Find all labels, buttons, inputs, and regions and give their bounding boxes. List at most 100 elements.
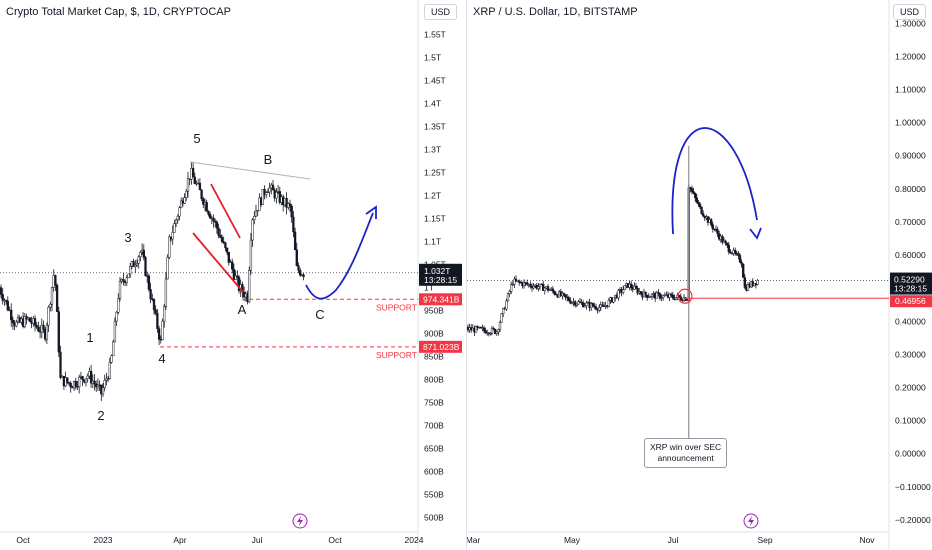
wave-label-3: 3 [124, 230, 131, 245]
right-candle-body [548, 289, 551, 291]
right-candle-body [612, 297, 615, 303]
left-candle-body [212, 217, 215, 222]
right-candle-body [575, 303, 578, 306]
right-chart-panel[interactable]: 1.30000 1.20000 1.10000 1.00000 0.90000 0.800… [466, 0, 932, 550]
right-candle-body [594, 306, 598, 310]
left-candle-body [129, 265, 132, 275]
right-candle-body [532, 286, 535, 289]
note-line-1: XRP win over SEC [650, 442, 722, 452]
wave-label-b: B [264, 152, 273, 167]
right-candle-body [668, 293, 671, 298]
left-candle-body [127, 273, 130, 278]
left-candle-body [10, 309, 13, 321]
left-candle-body [285, 197, 288, 208]
left-candle-body [47, 306, 50, 326]
right-candle-body [500, 313, 503, 323]
left-candle-body [122, 279, 125, 282]
left-tag-spacer [419, 247, 462, 259]
right-candle-body [577, 301, 580, 305]
left-candle-body [163, 306, 166, 322]
right-candle-body [529, 283, 532, 287]
left-y-tick-label: 800B [424, 375, 444, 385]
right-x-tick-label: Nov [859, 535, 875, 545]
right-y-tick-label: 0.70000 [895, 217, 926, 227]
right-candle-body [567, 297, 570, 301]
left-candle-body [178, 207, 181, 217]
right-candle-body [583, 305, 586, 308]
right-candle-body [490, 327, 494, 334]
right-candle-body [543, 287, 546, 291]
right-candle-body [679, 296, 682, 300]
right-candle-body [716, 229, 719, 235]
left-candle-body [45, 324, 49, 340]
right-candle-body [482, 327, 486, 331]
level-tag [890, 295, 932, 308]
left-x-tick-label: Oct [16, 535, 30, 545]
right-last-price-label: 0.52290 [894, 275, 925, 285]
left-candle-body [271, 184, 275, 191]
right-candle-body [743, 277, 746, 288]
right-candle-body [646, 294, 649, 298]
right-candle-body [650, 293, 654, 297]
left-candle-body [33, 318, 37, 326]
support-1-tag [419, 293, 462, 306]
right-candle-body [591, 303, 594, 307]
left-candle-body [139, 251, 142, 258]
left-candle-body [78, 376, 81, 388]
right-x-tick-label: Sep [757, 535, 772, 545]
left-candle-body [23, 316, 26, 327]
left-candle-body [117, 298, 120, 313]
right-candle-body [670, 293, 673, 296]
right-candle-body [502, 307, 505, 315]
left-candle-body [302, 274, 305, 278]
left-candle-body [37, 326, 40, 332]
left-y-tick-label: 1.15T [424, 214, 446, 224]
left-candle-body [35, 325, 38, 328]
left-candle-body [297, 265, 300, 271]
right-currency-button[interactable]: USD [893, 4, 927, 20]
left-candle-body [200, 189, 203, 199]
left-y-tick-label: 1.2T [424, 191, 441, 201]
left-y-tick-label: 500B [424, 513, 444, 523]
reversal-arc [671, 127, 758, 235]
left-chart-canvas[interactable]: 1.55T 1.5T 1.45T 1.4T 1.35T 1.3T 1.25T 1.2T 1.15… [0, 0, 466, 550]
left-candle-body [214, 220, 217, 223]
left-candle-body [4, 299, 8, 302]
left-candle-body [225, 247, 229, 253]
left-candle-body [74, 380, 77, 387]
right-candle-body [574, 301, 577, 306]
left-candle-body [132, 261, 135, 267]
right-candle-body [526, 282, 529, 285]
trend-line-top [189, 161, 311, 180]
wave-label-1: 1 [86, 330, 93, 345]
right-candle-body [489, 332, 492, 335]
right-chart-canvas[interactable]: 1.30000 1.20000 1.10000 1.00000 0.90000 0.800… [467, 0, 932, 550]
right-candle-body [497, 329, 500, 333]
left-candle-body [180, 200, 183, 208]
right-candle-body [617, 290, 620, 299]
right-candle-body [671, 294, 674, 299]
left-candle-body [290, 205, 293, 218]
left-y-tick-label: 900B [424, 329, 444, 339]
left-currency-button[interactable]: USD [424, 4, 458, 20]
right-candle-body [742, 263, 745, 278]
right-candle-body [724, 240, 727, 244]
right-candle-body [738, 255, 742, 263]
left-candle-body [224, 242, 227, 249]
right-y-tick-label: 1.20000 [895, 51, 926, 61]
left-candle-body [152, 298, 156, 310]
right-candle-body [562, 292, 566, 295]
left-candle-body [193, 176, 196, 184]
left-candle-body [1, 294, 4, 301]
left-chart-panel[interactable]: 1.55T 1.5T 1.45T 1.4T 1.35T 1.3T 1.25T 1.2T 1.15… [0, 0, 466, 550]
left-y-tick-label: 850B [424, 352, 444, 362]
right-candle-body [649, 296, 652, 298]
right-candle-body [484, 330, 487, 334]
right-candle-body [494, 328, 497, 334]
right-y-tick-label: 1.10000 [895, 84, 926, 94]
right-candle-body [698, 203, 702, 208]
left-candle-body [183, 197, 186, 204]
left-candle-body [234, 275, 237, 280]
left-candle-body [144, 257, 147, 276]
right-y-tick-label: 0.20000 [895, 382, 926, 392]
